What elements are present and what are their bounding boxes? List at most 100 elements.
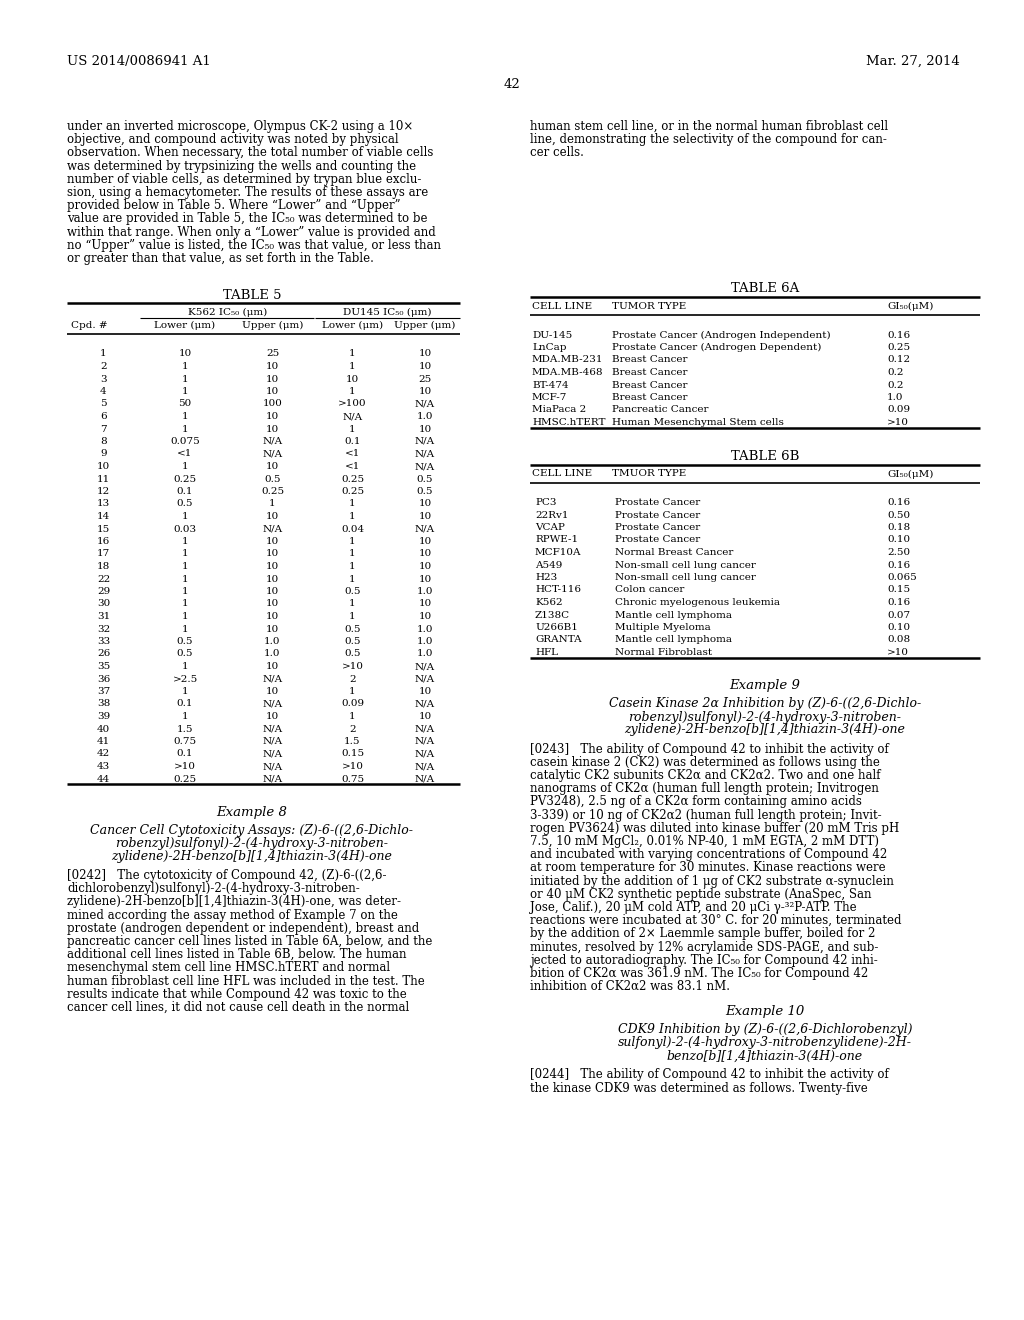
Text: 0.065: 0.065 — [887, 573, 916, 582]
Text: 6: 6 — [100, 412, 106, 421]
Text: [0242]   The cytotoxicity of Compound 42, (Z)-6-((2,6-: [0242] The cytotoxicity of Compound 42, … — [67, 869, 386, 882]
Text: 10: 10 — [419, 612, 432, 620]
Text: zylidene)-2H-benzo[b][1,4]thiazin-3(4H)-one: zylidene)-2H-benzo[b][1,4]thiazin-3(4H)-… — [112, 850, 392, 863]
Text: inhibition of CK2α2 was 83.1 nM.: inhibition of CK2α2 was 83.1 nM. — [530, 981, 730, 993]
Text: 10: 10 — [419, 711, 432, 721]
Text: rogen PV3624) was diluted into kinase buffer (20 mM Tris pH: rogen PV3624) was diluted into kinase bu… — [530, 822, 899, 834]
Text: H23: H23 — [535, 573, 557, 582]
Text: Upper (μm): Upper (μm) — [242, 321, 303, 330]
Text: GI₅₀(μM): GI₅₀(μM) — [887, 302, 933, 312]
Text: 0.16: 0.16 — [887, 561, 910, 569]
Text: >10: >10 — [887, 418, 909, 426]
Text: Human Mesenchymal Stem cells: Human Mesenchymal Stem cells — [612, 418, 784, 426]
Text: 0.03: 0.03 — [173, 524, 197, 533]
Text: mesenchymal stem cell line HMSC.hTERT and normal: mesenchymal stem cell line HMSC.hTERT an… — [67, 961, 390, 974]
Text: N/A: N/A — [415, 762, 435, 771]
Text: benzo[b][1,4]thiazin-3(4H)-one: benzo[b][1,4]thiazin-3(4H)-one — [667, 1049, 863, 1063]
Text: HFL: HFL — [535, 648, 558, 657]
Text: 3: 3 — [100, 375, 106, 384]
Text: 0.5: 0.5 — [417, 487, 433, 496]
Text: 12: 12 — [97, 487, 111, 496]
Text: Breast Cancer: Breast Cancer — [612, 355, 687, 364]
Text: 0.5: 0.5 — [177, 638, 194, 645]
Text: no “Upper” value is listed, the IC₅₀ was that value, or less than: no “Upper” value is listed, the IC₅₀ was… — [67, 239, 441, 252]
Text: 16: 16 — [97, 537, 111, 546]
Text: Multiple Myeloma: Multiple Myeloma — [615, 623, 711, 632]
Text: 1: 1 — [181, 362, 188, 371]
Text: 1.5: 1.5 — [177, 725, 194, 734]
Text: N/A: N/A — [415, 775, 435, 784]
Text: 10: 10 — [419, 362, 432, 371]
Text: >10: >10 — [341, 762, 364, 771]
Text: Normal Breast Cancer: Normal Breast Cancer — [615, 548, 733, 557]
Text: Prostate Cancer (Androgen Dependent): Prostate Cancer (Androgen Dependent) — [612, 343, 821, 352]
Text: 1: 1 — [181, 574, 188, 583]
Text: human stem cell line, or in the normal human fibroblast cell: human stem cell line, or in the normal h… — [530, 120, 888, 133]
Text: Prostate Cancer: Prostate Cancer — [615, 498, 700, 507]
Text: 0.75: 0.75 — [341, 775, 365, 784]
Text: 0.25: 0.25 — [341, 474, 365, 483]
Text: 1: 1 — [181, 686, 188, 696]
Text: N/A: N/A — [415, 437, 435, 446]
Text: 7.5, 10 mM MgCl₂, 0.01% NP-40, 1 mM EGTA, 2 mM DTT): 7.5, 10 mM MgCl₂, 0.01% NP-40, 1 mM EGTA… — [530, 836, 879, 847]
Text: 15: 15 — [97, 524, 111, 533]
Text: 13: 13 — [97, 499, 111, 508]
Text: catalytic CK2 subunits CK2α and CK2α2. Two and one half: catalytic CK2 subunits CK2α and CK2α2. T… — [530, 768, 881, 781]
Text: 1: 1 — [181, 512, 188, 521]
Text: results indicate that while Compound 42 was toxic to the: results indicate that while Compound 42 … — [67, 987, 407, 1001]
Text: TUMOR TYPE: TUMOR TYPE — [612, 302, 686, 312]
Text: BT-474: BT-474 — [532, 380, 568, 389]
Text: 36: 36 — [97, 675, 111, 684]
Text: Prostate Cancer: Prostate Cancer — [615, 536, 700, 544]
Text: N/A: N/A — [415, 462, 435, 471]
Text: by the addition of 2× Laemmle sample buffer, boiled for 2: by the addition of 2× Laemmle sample buf… — [530, 928, 876, 940]
Text: 1: 1 — [181, 711, 188, 721]
Text: 10: 10 — [266, 574, 280, 583]
Text: 0.10: 0.10 — [887, 536, 910, 544]
Text: 1: 1 — [349, 512, 355, 521]
Text: 10: 10 — [266, 599, 280, 609]
Text: 1: 1 — [181, 537, 188, 546]
Text: DU-145: DU-145 — [532, 330, 572, 339]
Text: PC3: PC3 — [535, 498, 556, 507]
Text: A549: A549 — [535, 561, 562, 569]
Text: 2: 2 — [349, 675, 355, 684]
Text: Breast Cancer: Breast Cancer — [612, 380, 687, 389]
Text: 39: 39 — [97, 711, 111, 721]
Text: human fibroblast cell line HFL was included in the test. The: human fibroblast cell line HFL was inclu… — [67, 974, 425, 987]
Text: 9: 9 — [100, 450, 106, 458]
Text: 1: 1 — [349, 686, 355, 696]
Text: 10: 10 — [266, 375, 280, 384]
Text: 1: 1 — [349, 499, 355, 508]
Text: Cpd. #: Cpd. # — [71, 321, 108, 330]
Text: observation. When necessary, the total number of viable cells: observation. When necessary, the total n… — [67, 147, 433, 160]
Text: was determined by trypsinizing the wells and counting the: was determined by trypsinizing the wells… — [67, 160, 416, 173]
Text: Breast Cancer: Breast Cancer — [612, 368, 687, 378]
Text: 17: 17 — [97, 549, 111, 558]
Text: 0.5: 0.5 — [264, 474, 281, 483]
Text: [0244]   The ability of Compound 42 to inhibit the activity of: [0244] The ability of Compound 42 to inh… — [530, 1068, 889, 1081]
Text: N/A: N/A — [262, 700, 283, 709]
Text: 0.5: 0.5 — [417, 474, 433, 483]
Text: 10: 10 — [266, 587, 280, 597]
Text: 10: 10 — [419, 537, 432, 546]
Text: 10: 10 — [346, 375, 359, 384]
Text: Non-small cell lung cancer: Non-small cell lung cancer — [615, 573, 756, 582]
Text: 1.0: 1.0 — [264, 649, 281, 659]
Text: 25: 25 — [266, 350, 280, 359]
Text: 18: 18 — [97, 562, 111, 572]
Text: GRANTA: GRANTA — [535, 635, 582, 644]
Text: 10: 10 — [97, 462, 111, 471]
Text: 35: 35 — [97, 663, 111, 671]
Text: N/A: N/A — [262, 725, 283, 734]
Text: 0.2: 0.2 — [887, 380, 903, 389]
Text: 5: 5 — [100, 400, 106, 408]
Text: 10: 10 — [266, 412, 280, 421]
Text: 30: 30 — [97, 599, 111, 609]
Text: line, demonstrating the selectivity of the compound for can-: line, demonstrating the selectivity of t… — [530, 133, 887, 147]
Text: N/A: N/A — [262, 762, 283, 771]
Text: 10: 10 — [266, 562, 280, 572]
Text: 1: 1 — [181, 612, 188, 620]
Text: 0.25: 0.25 — [341, 487, 365, 496]
Text: 0.1: 0.1 — [344, 437, 360, 446]
